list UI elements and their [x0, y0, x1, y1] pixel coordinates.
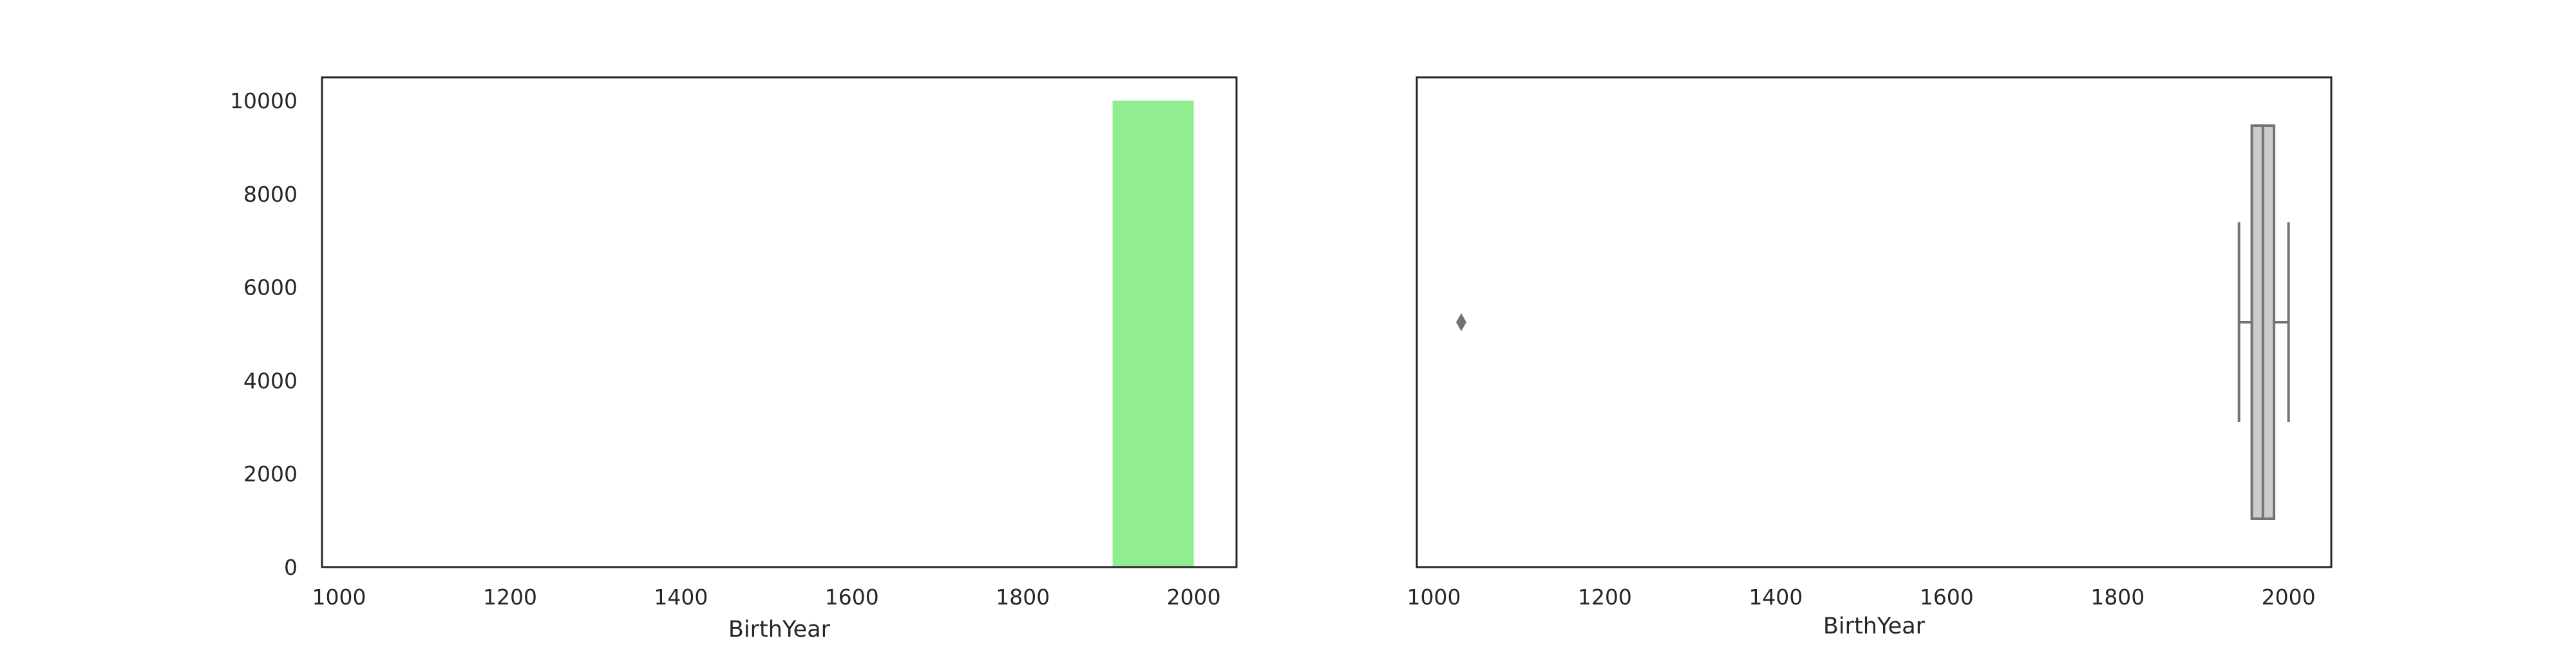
- histogram-x-tick-label: 1000: [312, 584, 366, 610]
- histogram-bar: [1112, 101, 1194, 567]
- boxplot-outlier-point: [1456, 313, 1467, 331]
- histogram-panel: 1000 1200 1400 1600 1800 2000 0 2000 4000 6000 80…: [230, 76, 1238, 642]
- histogram-x-tick-label: 1800: [996, 584, 1050, 610]
- histogram-y-tick-label: 10000: [230, 88, 298, 113]
- histogram-y-tick-label: 4000: [243, 368, 298, 393]
- histogram-x-tick-label: 2000: [1167, 584, 1221, 610]
- boxplot-axes-frame: [1416, 76, 2333, 568]
- boxplot-panel: 1000 1200 1400 1600 1800 2000 BirthYear: [1407, 76, 2333, 639]
- histogram-y-tick-label: 6000: [243, 275, 298, 300]
- histogram-x-tick-label: 1400: [654, 584, 708, 610]
- boxplot-x-tick-label: 1800: [2090, 584, 2145, 610]
- histogram-axes-frame: [321, 76, 1238, 568]
- histogram-x-ticks: 1000 1200 1400 1600 1800 2000: [312, 584, 1221, 610]
- boxplot-x-tick-label: 1600: [1920, 584, 1974, 610]
- histogram-x-tick-label: 1600: [825, 584, 879, 610]
- histogram-y-tick-label: 0: [284, 555, 298, 580]
- boxplot-x-ticks: 1000 1200 1400 1600 1800 2000: [1407, 584, 2316, 610]
- boxplot-x-tick-label: 2000: [2262, 584, 2316, 610]
- boxplot-marks: [1456, 124, 2290, 520]
- histogram-y-ticks: 0 2000 4000 6000 8000 10000: [230, 88, 298, 580]
- histogram-bars: [1112, 101, 1194, 567]
- boxplot-x-tick-label: 1000: [1407, 584, 1461, 610]
- boxplot-x-tick-label: 1400: [1748, 584, 1803, 610]
- boxplot-x-axis-label: BirthYear: [1823, 613, 1926, 639]
- boxplot-x-tick-label: 1200: [1578, 584, 1632, 610]
- histogram-y-tick-label: 2000: [243, 461, 298, 487]
- histogram-x-axis-label: BirthYear: [728, 617, 831, 642]
- histogram-y-tick-label: 8000: [243, 182, 298, 207]
- histogram-x-tick-label: 1200: [483, 584, 537, 610]
